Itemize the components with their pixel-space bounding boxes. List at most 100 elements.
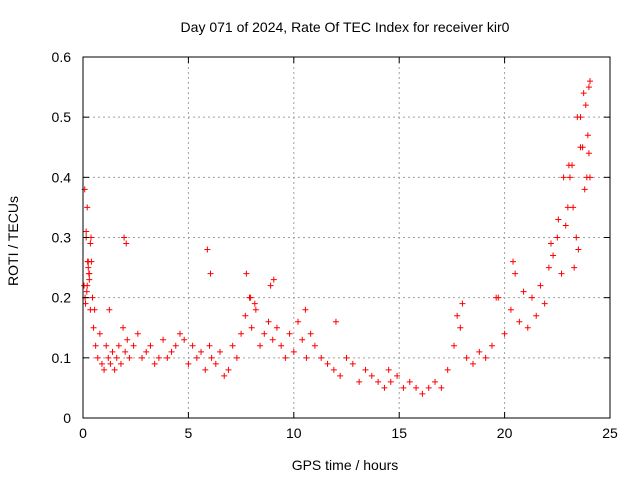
data-point <box>318 354 325 361</box>
data-point <box>562 222 569 229</box>
data-point <box>574 114 581 121</box>
data-point <box>83 288 90 295</box>
data-point <box>94 354 101 361</box>
data-point <box>564 204 571 211</box>
data-point <box>463 354 470 361</box>
data-point <box>570 204 577 211</box>
data-point <box>375 378 382 385</box>
axis-ticks: 0 5 10 15 20 25 0 0.1 0.2 0.3 0.4 0.5 0.6 <box>52 49 618 441</box>
y-tick-label: 0.6 <box>52 49 72 65</box>
data-point <box>425 384 432 391</box>
data-point <box>204 246 211 253</box>
data-point <box>582 102 589 109</box>
data-point <box>193 354 200 361</box>
data-point <box>86 276 93 283</box>
data-point <box>267 282 274 289</box>
data-point <box>387 378 394 385</box>
data-point <box>89 294 96 301</box>
data-point <box>581 186 588 193</box>
data-point <box>130 342 137 349</box>
y-tick-label: 0.2 <box>52 290 72 306</box>
data-point <box>356 378 363 385</box>
data-point <box>122 348 129 355</box>
data-point <box>269 336 276 343</box>
data-point <box>554 234 561 241</box>
data-point <box>87 240 94 247</box>
data-point <box>168 348 175 355</box>
data-point <box>516 318 523 325</box>
data-point <box>85 270 92 277</box>
data-point <box>566 174 573 181</box>
data-point <box>198 348 205 355</box>
data-point <box>91 306 98 313</box>
y-tick-label: 0.5 <box>52 109 72 125</box>
data-point <box>92 342 99 349</box>
data-point <box>139 354 146 361</box>
data-point <box>565 162 572 169</box>
data-point <box>164 354 171 361</box>
data-point <box>247 294 254 301</box>
data-point <box>482 354 489 361</box>
data-point <box>88 234 95 241</box>
data-point <box>585 84 592 91</box>
data-point <box>541 300 548 307</box>
data-point <box>501 330 508 337</box>
data-point <box>381 384 388 391</box>
data-point <box>189 342 196 349</box>
data-point <box>295 318 302 325</box>
data-point <box>248 324 255 331</box>
data-point <box>406 378 413 385</box>
data-point <box>85 258 92 265</box>
data-point <box>207 270 214 277</box>
data-point <box>454 312 461 319</box>
data-point <box>120 324 127 331</box>
chart-title: Day 071 of 2024, Rate Of TEC Index for r… <box>181 19 510 35</box>
data-point <box>438 384 445 391</box>
data-point <box>109 348 116 355</box>
data-point <box>413 384 420 391</box>
data-point <box>242 312 249 319</box>
data-point <box>217 348 224 355</box>
data-point <box>580 90 587 97</box>
data-point <box>558 270 565 277</box>
data-point <box>111 366 118 373</box>
y-tick-label: 0.1 <box>52 350 72 366</box>
data-point <box>126 354 133 361</box>
data-point <box>469 360 476 367</box>
data-point <box>251 300 258 307</box>
data-point <box>545 264 552 271</box>
data-point <box>368 372 375 379</box>
data-point <box>123 240 130 247</box>
data-point <box>586 78 593 85</box>
data-point <box>185 360 192 367</box>
data-point <box>493 294 500 301</box>
data-point <box>584 132 591 139</box>
x-tick-label: 25 <box>602 425 618 441</box>
data-point <box>202 366 209 373</box>
data-point <box>560 174 567 181</box>
data-point <box>324 360 331 367</box>
data-point <box>121 234 128 241</box>
data-point <box>419 390 426 397</box>
data-point <box>529 294 536 301</box>
data-point <box>265 318 272 325</box>
data-point <box>143 348 150 355</box>
x-axis-label: GPS time / hours <box>292 457 399 473</box>
data-point <box>432 378 439 385</box>
x-tick-label: 0 <box>79 425 87 441</box>
data-point <box>488 342 495 349</box>
data-point <box>585 150 592 157</box>
data-point <box>337 372 344 379</box>
data-point <box>311 342 318 349</box>
data-point <box>586 174 593 181</box>
data-point <box>124 336 131 343</box>
data-point <box>98 360 105 367</box>
data-point <box>155 354 162 361</box>
data-point <box>400 384 407 391</box>
data-point <box>221 372 228 379</box>
data-point <box>270 276 277 283</box>
data-point <box>332 318 339 325</box>
data-point <box>394 372 401 379</box>
data-point <box>206 342 213 349</box>
y-tick-label: 0.4 <box>52 169 72 185</box>
